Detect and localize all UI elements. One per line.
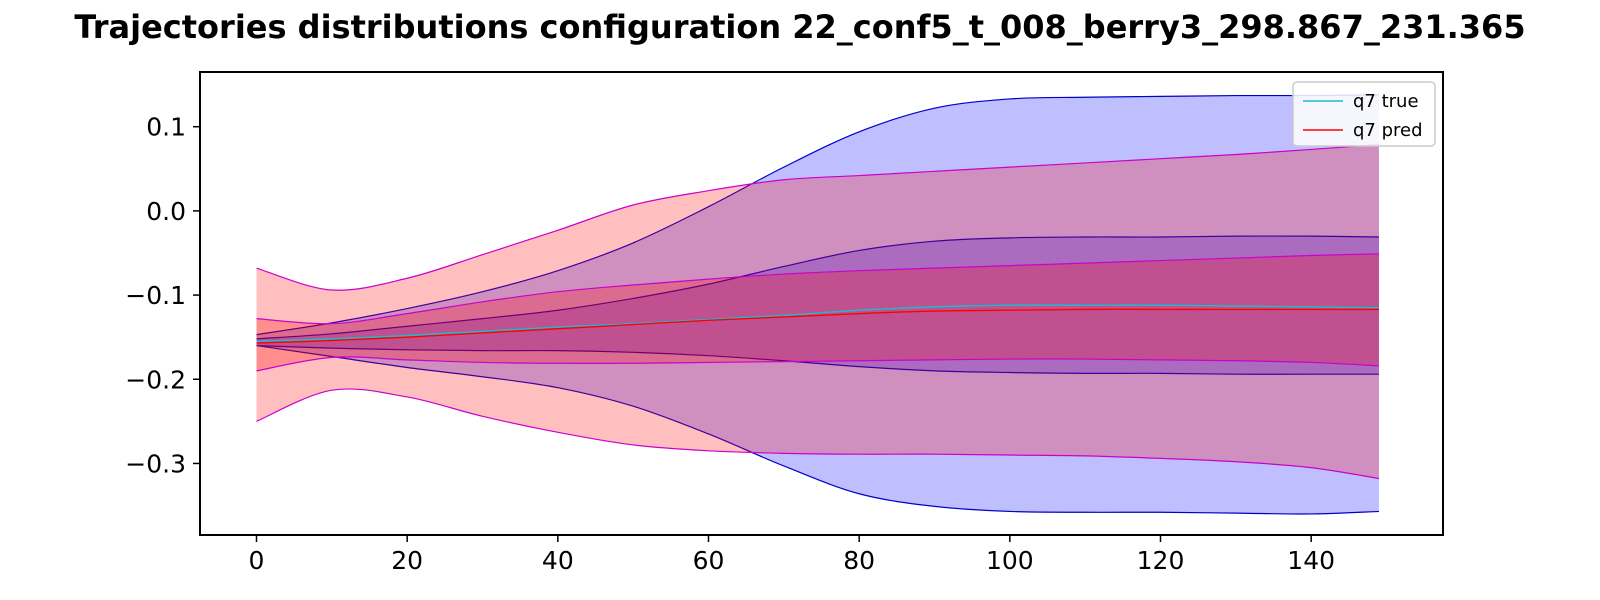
x-tick-label: 100 (986, 546, 1034, 575)
x-tick-label: 80 (843, 546, 875, 575)
y-tick-label: −0.1 (125, 281, 186, 310)
y-tick-label: 0.1 (146, 113, 186, 142)
band-1-fill (256, 236, 1379, 375)
x-tick-label: 0 (249, 546, 265, 575)
x-axis: 0 20 40 60 80 100 120 140 (249, 535, 1335, 575)
legend-label-0: q7 true (1353, 91, 1419, 112)
y-axis: 0.1 0.0 −0.1 −0.2 −0.3 (125, 113, 200, 478)
y-tick-label: −0.3 (125, 449, 186, 478)
band-0-lower-edge (256, 344, 1379, 515)
series-line-0 (256, 304, 1379, 343)
plot-frame (199, 71, 1444, 536)
y-tick-label: 0.0 (146, 197, 186, 226)
band-1-lower-edge (256, 344, 1379, 375)
legend: q7 true q7 pred (1292, 81, 1436, 147)
chart-title: Trajectories distributions configuration… (74, 8, 1525, 46)
y-tick-label: −0.2 (125, 365, 186, 394)
lines-layer (256, 304, 1379, 344)
x-tick-label: 40 (542, 546, 574, 575)
band-3-upper-edge (256, 253, 1379, 325)
band-0-fill (256, 94, 1379, 515)
x-tick-label: 60 (693, 546, 725, 575)
band-0-upper-edge (256, 94, 1379, 336)
band-2-lower-edge (256, 388, 1380, 480)
x-tick-label: 140 (1287, 546, 1335, 575)
band-2-upper-edge (256, 143, 1380, 291)
x-tick-label: 20 (391, 546, 423, 575)
band-3-lower-edge (256, 356, 1379, 372)
band-1-upper-edge (256, 235, 1379, 340)
x-tick-label: 120 (1137, 546, 1185, 575)
legend-label-1: q7 pred (1353, 120, 1423, 141)
band-2-fill (256, 144, 1379, 479)
series-line-1 (256, 308, 1379, 344)
